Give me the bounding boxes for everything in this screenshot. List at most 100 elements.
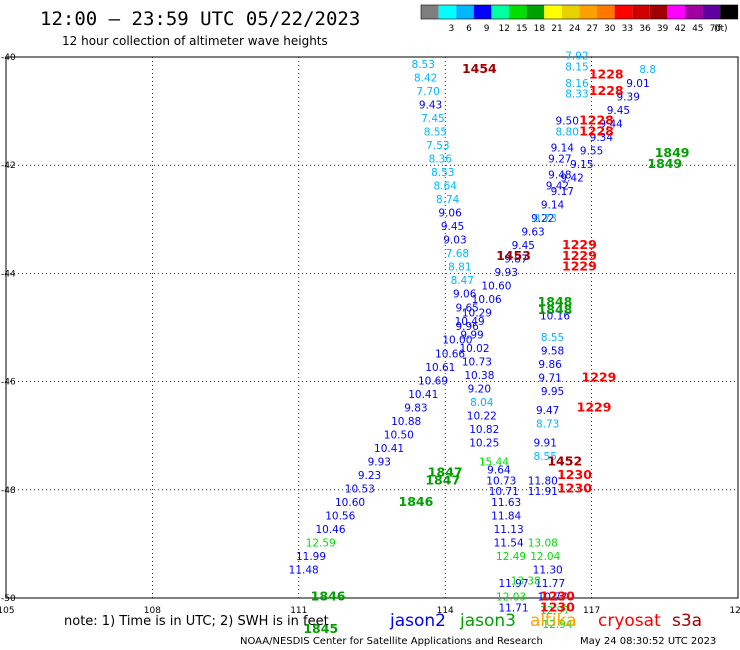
wave-height-label: 10.71 <box>489 486 519 498</box>
satellite-legend-altika: altika <box>530 611 577 631</box>
wave-height-label: 9.39 <box>617 91 640 103</box>
wave-height-label: 11.48 <box>289 565 319 577</box>
wave-height-label: 10.29 <box>462 308 492 320</box>
color-scale-label: 36 <box>639 24 651 34</box>
color-scale-label: 70 <box>710 24 722 34</box>
color-scale-label: 3 <box>449 24 455 34</box>
color-swatch <box>614 5 633 19</box>
wave-height-label: 8.47 <box>451 275 474 287</box>
pass-time-label: 1453 <box>496 248 531 263</box>
wave-height-label: 10.41 <box>408 389 438 401</box>
wave-height-label: 11.77 <box>535 578 565 590</box>
x-tick-label: 111 <box>290 606 307 616</box>
wave-height-label: 9.15 <box>570 159 593 171</box>
wave-height-label: 8.36 <box>429 153 453 165</box>
color-swatch <box>667 5 685 19</box>
wave-height-label: 10.60 <box>481 281 511 293</box>
wave-height-label: 9.87 <box>504 254 527 266</box>
color-swatch <box>438 5 457 19</box>
color-scale-label: 15 <box>516 24 527 34</box>
wave-height-label: 10.25 <box>469 438 499 450</box>
pass-time-label: 1847 <box>428 464 463 479</box>
satellite-legend-jason2: jason2 <box>389 611 446 631</box>
wave-height-label: 15.44 <box>479 456 509 468</box>
wave-height-label: 7.70 <box>416 86 439 98</box>
x-tick-label: 114 <box>437 606 454 616</box>
wave-height-label: 10.82 <box>469 424 499 436</box>
pass-time-label: 1228 <box>589 67 624 82</box>
wave-height-label: 9.55 <box>580 145 603 157</box>
color-swatch <box>526 5 545 19</box>
x-tick-label: 120 <box>729 606 740 616</box>
satellite-tracks: 8.538.427.709.437.458.557.538.368.538.64… <box>289 51 690 636</box>
color-swatch <box>720 5 738 19</box>
wave-height-label: 9.44 <box>599 118 623 130</box>
tick-labels: 105 108 111 114 117 120 -40 -42 -44 -46 -48 -50 <box>0 53 740 616</box>
wave-height-label: 11.84 <box>491 511 521 523</box>
wave-height-label: 9.01 <box>626 78 649 90</box>
wave-height-label: 9.45 <box>441 221 464 233</box>
wave-height-label: 8.15 <box>565 62 588 74</box>
wave-height-label: 12.94 <box>542 619 572 631</box>
credit-text: NOAA/NESDIS Center for Satellite Applica… <box>240 636 543 647</box>
wave-height-label: 10.88 <box>391 416 421 428</box>
wave-height-label: 10.69 <box>418 375 448 387</box>
wave-height-label: 9.93 <box>495 267 518 279</box>
wave-height-label: 9.96 <box>455 321 479 333</box>
wave-height-label: 12.03 <box>496 592 526 604</box>
wave-height-label: 9.42 <box>546 181 569 193</box>
wave-height-label: 8.55 <box>534 451 557 463</box>
satellite-legend-jason3: jason3 <box>459 611 516 631</box>
grid-lines <box>6 57 738 598</box>
wave-height-label: 8.81 <box>448 262 471 274</box>
wave-height-label: 9.22 <box>531 213 554 225</box>
chart-subtitle: 12 hour collection of altimeter wave hei… <box>62 34 328 48</box>
wave-height-label: 13.38 <box>511 575 541 587</box>
color-swatch <box>702 5 721 19</box>
wave-height-label: 9.20 <box>468 383 491 395</box>
wave-height-label: 9.50 <box>556 116 579 128</box>
wave-height-label: 9.23 <box>358 470 381 482</box>
wave-height-label: 10.22 <box>467 410 497 422</box>
wave-height-label: 9.63 <box>521 227 544 239</box>
wave-height-label: 8.55 <box>541 332 564 344</box>
wave-height-label: 7.53 <box>426 140 449 152</box>
color-scale-label: 21 <box>551 24 562 34</box>
wave-height-label: 9.45 <box>607 105 630 117</box>
color-swatch <box>579 5 597 19</box>
wave-height-label: 9.06 <box>438 208 462 220</box>
wave-height-label: 9.71 <box>538 373 561 385</box>
wave-height-label: 8.42 <box>414 72 437 84</box>
wave-height-label: 7.68 <box>446 248 469 260</box>
wave-height-label: 9.95 <box>541 386 564 398</box>
wave-height-label: 8.53 <box>412 59 435 71</box>
pass-time-label: 1845 <box>303 621 338 636</box>
wave-height-label: 8.53 <box>431 167 454 179</box>
wave-height-label: 9.47 <box>536 405 559 417</box>
plot-frame <box>5 56 739 599</box>
wave-height-label: 10.00 <box>442 335 472 347</box>
wave-height-label: 9.14 <box>551 143 575 155</box>
wave-height-label: 9.34 <box>590 132 614 144</box>
chart-title: 12:00 – 23:59 UTC 05/22/2023 <box>40 8 360 30</box>
wave-height-label: 7.92 <box>565 51 588 63</box>
wave-height-label: 8.73 <box>536 419 559 431</box>
wave-height-label: 9.27 <box>548 153 571 165</box>
pass-time-label: 1230 <box>540 589 575 604</box>
wave-height-label: 10.77 <box>538 592 568 604</box>
x-tick-label: 117 <box>583 606 600 616</box>
color-swatch <box>685 5 703 19</box>
color-swatch <box>597 5 615 19</box>
y-tick-label: -50 <box>1 594 16 604</box>
wave-height-label: 9.48 <box>548 170 571 182</box>
pass-time-label: 1849 <box>647 156 682 171</box>
pass-time-label: 1228 <box>579 123 614 138</box>
color-scale-frame <box>420 4 739 20</box>
y-tick-label: -40 <box>1 53 16 63</box>
satellite-legend-cryosat: cryosat <box>598 611 661 631</box>
wave-height-label: 9.58 <box>541 346 564 358</box>
color-scale-label: 24 <box>569 24 581 34</box>
pass-time-label: 1228 <box>589 83 624 98</box>
wave-height-label: 12.97 <box>540 605 570 617</box>
